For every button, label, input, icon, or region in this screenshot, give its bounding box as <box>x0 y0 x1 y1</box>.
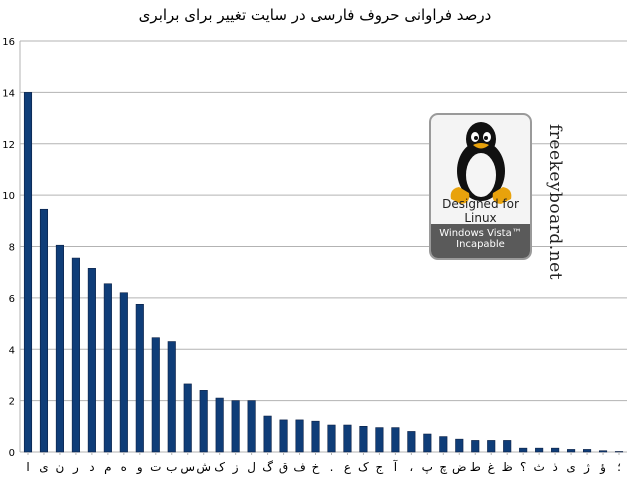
x-tick-label: خ <box>312 460 320 474</box>
x-tick-label: ت <box>150 460 161 474</box>
x-tick-label: ر <box>72 460 79 475</box>
x-tick-label: ل <box>247 460 256 474</box>
bar <box>39 208 49 453</box>
x-tick-label: ک <box>358 460 369 474</box>
x-tick-label: ب <box>166 460 177 474</box>
bar <box>183 383 192 453</box>
y-tick-label: 16 <box>2 37 15 48</box>
x-tick-label: ؤ <box>599 460 606 475</box>
x-tick-label: ذ <box>552 460 557 474</box>
x-tick-label: چ <box>439 460 447 474</box>
bar <box>167 341 176 453</box>
bar <box>279 419 288 453</box>
tux-penguin-icon <box>450 122 512 204</box>
bar <box>247 400 256 453</box>
badge-bottom-bar: Windows Vista™ Incapable <box>431 224 530 258</box>
bar <box>103 283 112 453</box>
badge-text-windows-vista: Windows Vista™ <box>439 228 522 239</box>
x-tick-label: ی <box>566 460 575 474</box>
bar <box>199 390 208 453</box>
y-tick-label: 14 <box>2 88 15 99</box>
x-tick-label: ا <box>26 460 29 474</box>
bar <box>487 440 496 453</box>
bar <box>311 420 320 453</box>
x-tick-label: و <box>136 460 143 475</box>
y-axis-tick-labels: 0 2 4 6 8 10 12 14 16 <box>2 37 15 459</box>
bar <box>215 397 224 453</box>
bar <box>87 268 96 453</box>
x-tick-label: ی <box>39 460 48 474</box>
x-tick-label: س <box>180 460 195 475</box>
bar <box>295 419 304 453</box>
x-tick-label: ض <box>452 460 467 475</box>
bar <box>23 92 33 453</box>
chart-title: درصد فراوانی حروف فارسی در سایت تغییر بر… <box>138 6 492 24</box>
bars <box>23 92 624 453</box>
bar <box>135 303 144 453</box>
x-tick-label: ک <box>214 460 225 474</box>
bar <box>519 447 528 453</box>
x-tick-label: ژ <box>583 460 590 475</box>
bar <box>503 440 512 453</box>
designed-for-linux-badge: Designed for Linux Windows Vista™ Incapa… <box>429 113 532 260</box>
x-tick-label: ف <box>293 460 305 474</box>
badge-text-linux: Linux <box>464 211 497 225</box>
bar <box>407 431 416 453</box>
bar <box>55 244 64 453</box>
bar <box>359 426 368 453</box>
bar <box>598 450 608 453</box>
x-tick-label: ه <box>121 460 127 474</box>
x-tick-label: م <box>104 460 111 474</box>
x-tick-label: ط <box>470 460 481 474</box>
bar <box>567 449 576 453</box>
bar <box>471 440 480 453</box>
x-tick-label: ظ <box>502 460 513 474</box>
x-tick-label: د <box>89 460 94 474</box>
bar <box>119 292 128 453</box>
x-tick-label: ن <box>56 460 65 474</box>
bar <box>551 447 560 453</box>
bar <box>231 400 240 453</box>
x-tick-label: ، <box>409 460 413 474</box>
bar <box>71 257 80 453</box>
bar <box>327 424 336 453</box>
x-tick-label: ج <box>376 460 384 474</box>
x-tick-label: ؟ <box>520 460 526 474</box>
y-tick-label: 12 <box>2 140 15 151</box>
bar <box>343 424 352 453</box>
bar <box>455 438 464 453</box>
bar <box>535 447 544 453</box>
bar <box>151 337 160 453</box>
badge-text-incapable: Incapable <box>456 239 505 250</box>
bar <box>583 449 592 453</box>
x-axis-tick-labels: ا ی ن ر د م ه و ت ب س ش ک ز ل گ ق ف خ. ع ک ج آ ، پ چ ض ط غ ظ ؟ ث ذ ی ژ ؤ ؛ <box>26 452 621 475</box>
y-tick-label: 8 <box>9 243 15 254</box>
y-tick-label: 10 <box>2 191 15 202</box>
site-watermark: freekeyboard.net <box>545 124 565 281</box>
x-tick-label: پ <box>422 460 433 474</box>
bar <box>375 427 384 453</box>
x-tick-label: غ <box>488 460 496 474</box>
y-tick-label: 4 <box>9 345 15 356</box>
x-tick-label: ز <box>232 460 239 475</box>
x-tick-label: آ <box>393 459 398 474</box>
bar <box>614 451 624 453</box>
y-tick-label: 2 <box>9 397 15 408</box>
x-tick-label: ؛ <box>617 460 621 474</box>
x-tick-label: ق <box>279 460 288 474</box>
bar <box>439 436 448 453</box>
x-tick-label: گ <box>262 460 273 474</box>
bar <box>423 433 432 453</box>
bar <box>391 427 400 453</box>
x-tick-label: ث <box>533 460 544 474</box>
x-tick-label: ش <box>196 460 211 475</box>
x-tick-label: . <box>330 460 334 474</box>
y-tick-label: 6 <box>9 294 15 305</box>
y-tick-label: 0 <box>9 448 15 459</box>
badge-text-designed-for: Designed for <box>442 197 519 211</box>
bar <box>263 415 272 453</box>
x-tick-label: ع <box>344 460 352 474</box>
